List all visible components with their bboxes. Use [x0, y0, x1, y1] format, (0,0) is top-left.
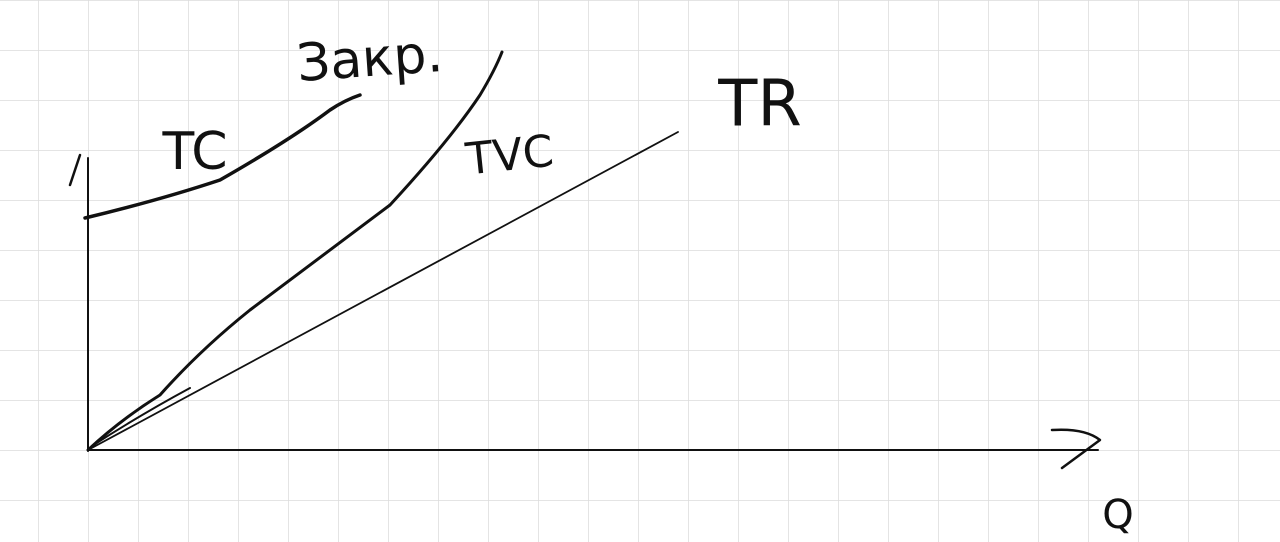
curve-label: TR [717, 68, 802, 142]
tvc-stroke [91, 387, 191, 447]
tvc-curve [86, 50, 504, 452]
x-axis-arrow [1050, 428, 1102, 470]
curve-label: TVC [462, 126, 556, 186]
tr-line [87, 131, 679, 451]
annotation: Закр. [295, 24, 445, 94]
curve-label: TC [161, 122, 227, 182]
y-axis-arrow [68, 153, 82, 187]
x-axis-label: Q [1102, 492, 1133, 538]
tc-curve [83, 93, 362, 220]
